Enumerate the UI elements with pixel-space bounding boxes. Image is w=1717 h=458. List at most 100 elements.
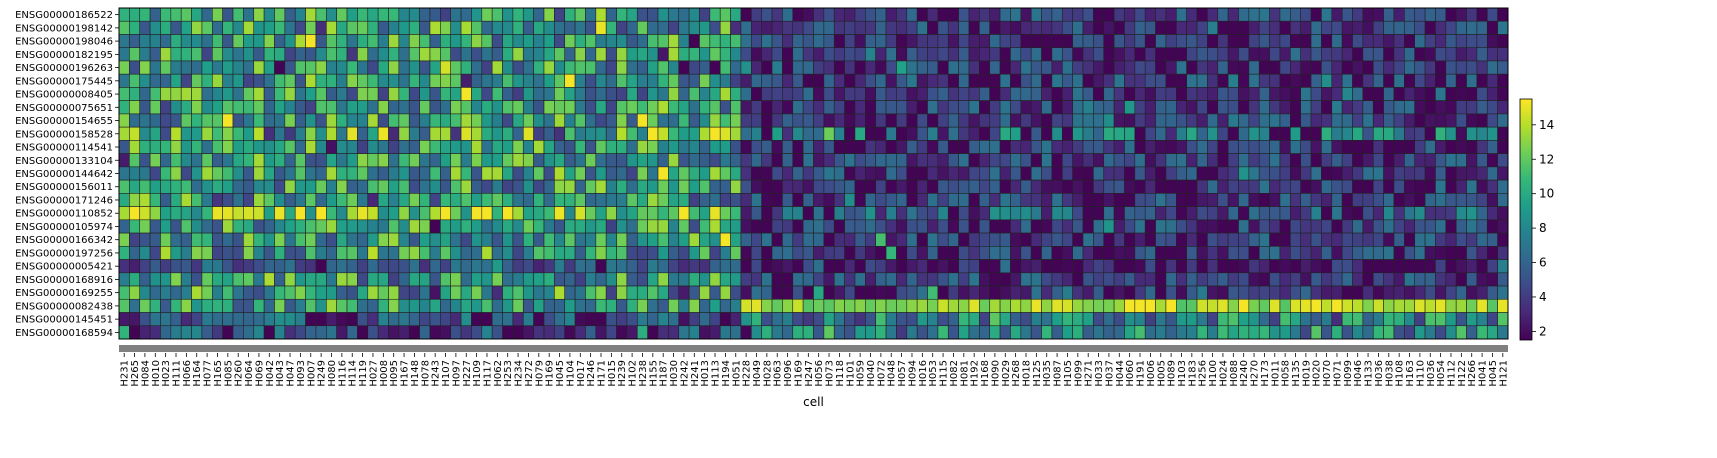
heatmap-cell [1103,7,1115,22]
heatmap-cell [305,312,317,327]
heatmap-cell [274,219,286,234]
heatmap-cell [211,232,223,247]
heatmap-cell [1466,325,1478,340]
heatmap-cell [1300,219,1312,234]
heatmap-cell [1300,325,1312,340]
heatmap-cell [1113,73,1125,88]
heatmap-cell [1352,87,1364,101]
heatmap-cell [1455,34,1467,49]
heatmap-cell [326,179,337,194]
heatmap-cell [543,285,555,300]
heatmap-cell [1269,259,1281,274]
heatmap-cell [1217,285,1229,300]
heatmap-cell [595,259,607,274]
heatmap-cell [1124,219,1136,234]
heatmap-cell [1051,140,1063,154]
heatmap-cell [326,47,337,62]
heatmap-cell [1134,47,1146,62]
heatmap-cell [1497,219,1509,234]
heatmap-cell [211,246,223,260]
heatmap-cell [533,100,545,115]
heatmap-cell [554,298,566,313]
heatmap-cell [1238,166,1250,181]
heatmap-cell [1165,246,1177,260]
heatmap-cell [730,193,742,207]
heatmap-cell [1093,246,1105,260]
heatmap-cell [471,166,483,181]
heatmap-cell [1331,20,1343,35]
heatmap-cell [1176,113,1187,128]
heatmap-cell [201,259,213,274]
heatmap-cell [1030,153,1042,168]
heatmap-cell [937,206,949,221]
heatmap-cell [782,73,794,88]
heatmap-cell [709,166,721,181]
heatmap-cell [315,47,327,62]
heatmap-cell [491,166,503,181]
heatmap-cell [491,285,503,300]
heatmap-cell [1217,7,1229,22]
cell-label: H094 [907,360,918,387]
heatmap-cell [1134,285,1146,300]
heatmap-cell [1165,285,1177,300]
heatmap-cell [1455,272,1467,287]
heatmap-cell [1020,87,1032,101]
heatmap-cell [346,298,358,313]
heatmap-cell [1290,20,1301,35]
heatmap-cell [1404,126,1416,141]
heatmap-cell [626,73,638,88]
cell-labels: H231 H265 H084 H010 H023 H111 H066 H164 H077 H165… [120,353,1509,387]
heatmap-cell [554,140,566,154]
heatmap-cell [1466,166,1478,181]
heatmap-cell [1061,153,1073,168]
heatmap-cell [626,20,638,35]
heatmap-cell [1455,325,1467,340]
heatmap-cell [782,219,794,234]
heatmap-cell [533,246,545,260]
heatmap-cell [522,113,534,128]
heatmap-cell [1445,232,1457,247]
heatmap-cell [1404,246,1416,260]
heatmap-cell [1124,153,1136,168]
heatmap-cell [1331,7,1343,22]
heatmap-cell [294,20,306,35]
heatmap-cell [180,73,192,88]
cell-label: H082 [949,360,960,387]
heatmap-cell [419,73,431,88]
heatmap-cell [211,140,223,154]
heatmap-cell [1435,34,1447,49]
heatmap-cell [947,179,959,194]
heatmap-cell [1393,219,1405,234]
heatmap-cell [1383,246,1395,260]
heatmap-cell [1082,153,1094,168]
cell-label: H194 [721,360,732,387]
heatmap-cell [947,325,959,340]
heatmap-cell [429,259,441,274]
heatmap-cell [253,47,265,62]
heatmap-cell [647,285,659,300]
gene-label: ENSG00000171246 [15,195,113,206]
heatmap-cell [1290,113,1301,128]
heatmap-cell [554,166,566,181]
heatmap-cell [1010,219,1022,234]
cell-label: H036 [1374,360,1385,387]
heatmap-cell [1227,206,1239,221]
heatmap-cell [460,246,472,260]
heatmap-cell [1331,153,1343,168]
heatmap-cell [1383,87,1395,101]
heatmap-cell [937,246,949,260]
heatmap-cell [1258,20,1270,35]
heatmap-cell [149,232,161,247]
heatmap-cell [1020,232,1032,247]
cell-label: H040 [866,360,877,387]
heatmap-cell [305,47,317,62]
heatmap-cell [294,325,306,340]
heatmap-cell [1124,259,1136,274]
heatmap-cell [1435,126,1447,141]
heatmap-cell [1341,259,1353,274]
heatmap-cell [543,272,555,287]
heatmap-cell [274,246,286,260]
heatmap-cell [1424,312,1436,327]
heatmap-cell [1227,20,1239,35]
heatmap-cell [294,259,306,274]
